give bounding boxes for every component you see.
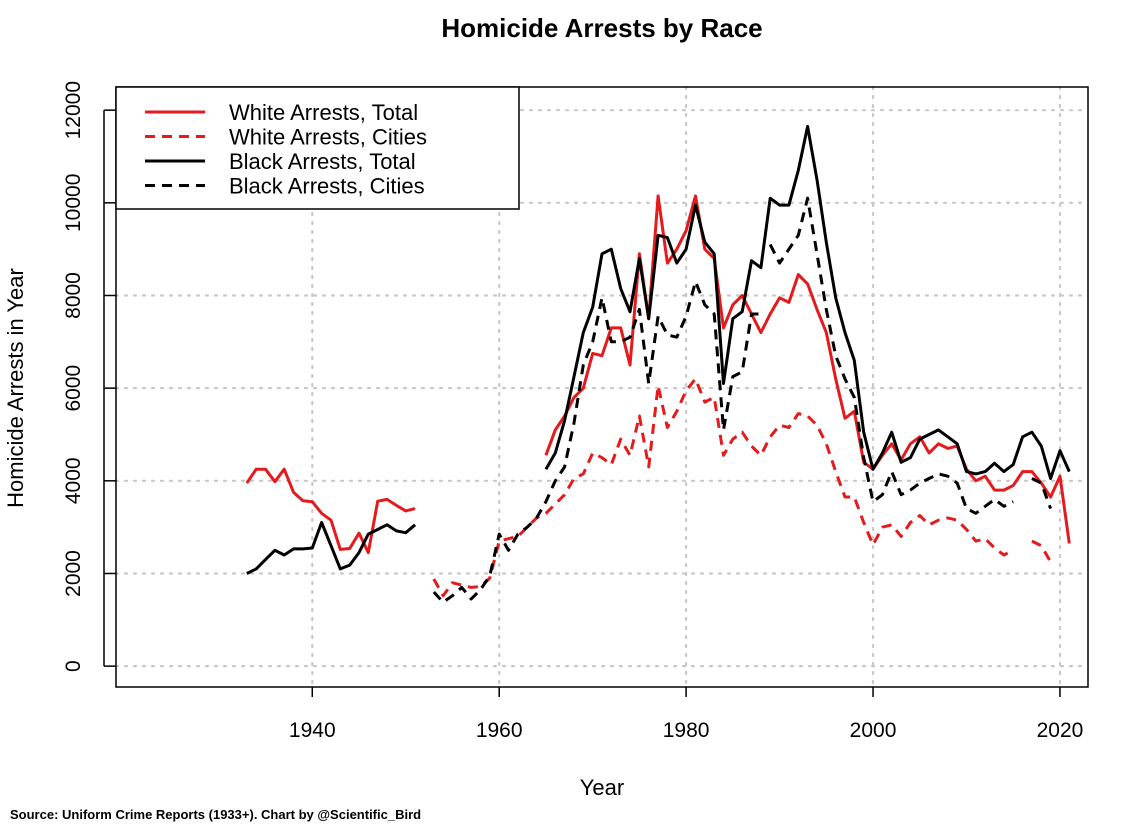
source-note: Source: Uniform Crime Reports (1933+). C… (10, 807, 421, 822)
y-axis: 0 2000 4000 6000 8000 10000 12000 (62, 81, 116, 672)
series-line-black-arrests-cities (1031, 477, 1053, 510)
series-lines (245, 124, 1071, 604)
plot-frame (115, 86, 1089, 688)
series-line-black-arrests-cities (432, 280, 761, 604)
y-tick-label: 12000 (62, 81, 85, 139)
series-line-white-arrests-total (245, 467, 416, 555)
series-line-white-arrests-cities (1031, 539, 1052, 563)
chart-title: Homicide Arrests by Race (441, 13, 762, 43)
y-tick-label: 2000 (62, 550, 85, 597)
x-tick-label: 2000 (850, 719, 897, 742)
y-tick-label: 10000 (62, 174, 85, 232)
legend-label-white-arrests-total: White Arrests, Total (229, 100, 418, 125)
x-tick-label: 1940 (289, 719, 336, 742)
legend-label-black-arrests-total: Black Arrests, Total (229, 149, 416, 174)
series-line-white-arrests-cities (432, 377, 1014, 598)
x-tick-label: 2020 (1037, 719, 1084, 742)
legend-label-white-arrests-cities: White Arrests, Cities (229, 125, 427, 150)
series-line-black-arrests-total (544, 124, 1071, 480)
x-axis-label: Year (580, 775, 624, 800)
y-tick-label: 0 (62, 660, 85, 672)
series-line-black-arrests-total (246, 521, 417, 575)
y-axis-label: Homicide Arrests in Year (3, 268, 28, 508)
x-tick-label: 1980 (663, 719, 710, 742)
x-tick-label: 1960 (476, 719, 523, 742)
y-tick-label: 8000 (62, 272, 85, 319)
legend-box (115, 86, 520, 210)
legend-label-black-arrests-cities: Black Arrests, Cities (229, 174, 425, 199)
series-line-black-arrests-cities (768, 196, 1014, 515)
x-axis: 1940 1960 1980 2000 2020 (289, 687, 1083, 742)
y-tick-label: 6000 (62, 365, 85, 412)
y-tick-label: 4000 (62, 457, 85, 504)
